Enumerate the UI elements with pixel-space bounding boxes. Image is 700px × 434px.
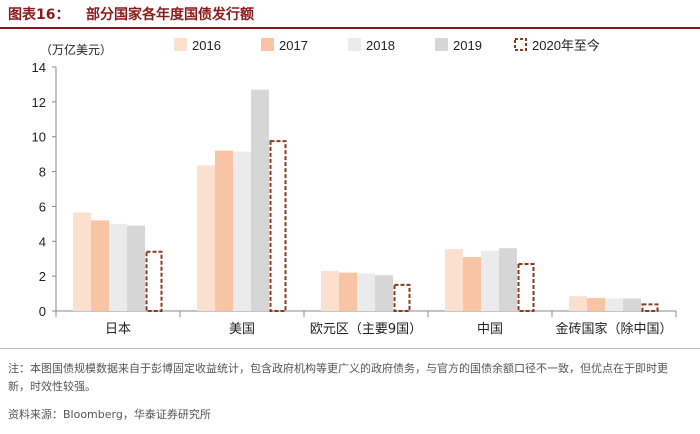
bar-2016 bbox=[321, 270, 339, 311]
chart-source: 资料来源：Bloomberg，华泰证券研究所 bbox=[8, 408, 211, 421]
figure-header: 图表16： 部分国家各年度国债发行额 bbox=[0, 0, 700, 29]
legend-swatch-2019 bbox=[435, 38, 448, 51]
bar-chart: （万亿美元） 0 2 4 6 8 10 12 14 日本 美国 欧元区（主要9国） 中国 金砖国家（除中国… bbox=[32, 38, 677, 337]
bar-2019 bbox=[623, 298, 641, 311]
legend-label: 2017 bbox=[279, 38, 308, 53]
x-category-label: 金砖国家（除中国） bbox=[555, 321, 672, 337]
bar-2016 bbox=[445, 249, 463, 311]
bar-2020-ytd bbox=[517, 262, 535, 312]
bar-2019 bbox=[499, 248, 517, 311]
bar-2017 bbox=[215, 150, 233, 311]
bar-2016 bbox=[197, 165, 215, 311]
y-tick-label: 2 bbox=[39, 269, 46, 284]
y-tick-label: 6 bbox=[39, 199, 46, 214]
legend-swatch-2020-ytd bbox=[514, 38, 527, 51]
y-tick-label: 8 bbox=[39, 165, 46, 180]
bar-2016 bbox=[73, 212, 91, 311]
bar-2018 bbox=[233, 151, 251, 311]
bar-2017 bbox=[587, 297, 605, 311]
bar-2016 bbox=[569, 296, 587, 311]
y-axis-label: （万亿美元） bbox=[40, 42, 112, 57]
legend-swatch-2016 bbox=[174, 38, 187, 51]
y-tick-label: 12 bbox=[32, 95, 46, 110]
legend-label: 2016 bbox=[192, 38, 221, 53]
bar-2017 bbox=[91, 220, 109, 311]
legend-label: 2019 bbox=[453, 38, 482, 53]
bar-2018 bbox=[109, 223, 127, 311]
bar-2020-ytd bbox=[145, 250, 163, 312]
legend-swatch-2017 bbox=[261, 38, 274, 51]
x-category-label: 中国 bbox=[477, 322, 503, 337]
y-tick-label: 0 bbox=[39, 304, 46, 319]
bar-2020-ytd bbox=[393, 283, 411, 313]
bar-2020-ytd bbox=[641, 303, 659, 312]
x-category-label: 欧元区（主要9国） bbox=[310, 322, 422, 337]
chart-note: 注：本图国债规模数据来自于彭博固定收益统计，包含政府机构等更广义的政府债务，与官… bbox=[8, 362, 668, 393]
y-tick-label: 4 bbox=[39, 234, 46, 249]
y-tick-label: 10 bbox=[32, 130, 46, 145]
legend-label: 2018 bbox=[366, 38, 395, 53]
legend-label: 2020年至今 bbox=[532, 38, 600, 53]
footer-divider bbox=[0, 348, 700, 349]
bar-2018 bbox=[357, 273, 375, 311]
bar-2019 bbox=[127, 225, 145, 311]
title-divider bbox=[0, 27, 700, 29]
x-category-label: 美国 bbox=[229, 322, 255, 337]
bar-2020-ytd bbox=[269, 140, 287, 312]
x-category-label: 日本 bbox=[105, 322, 131, 337]
bar-2018 bbox=[481, 250, 499, 311]
figure-title: 部分国家各年度国债发行额 bbox=[86, 7, 254, 23]
bar-2019 bbox=[375, 275, 393, 311]
y-tick-label: 14 bbox=[32, 60, 46, 75]
figure-label: 图表16： bbox=[8, 7, 70, 23]
bar-2019 bbox=[251, 89, 269, 312]
bar-2017 bbox=[339, 272, 357, 311]
bar-2017 bbox=[463, 256, 481, 311]
bar-2018 bbox=[605, 298, 623, 311]
legend-swatch-2018 bbox=[348, 38, 361, 51]
